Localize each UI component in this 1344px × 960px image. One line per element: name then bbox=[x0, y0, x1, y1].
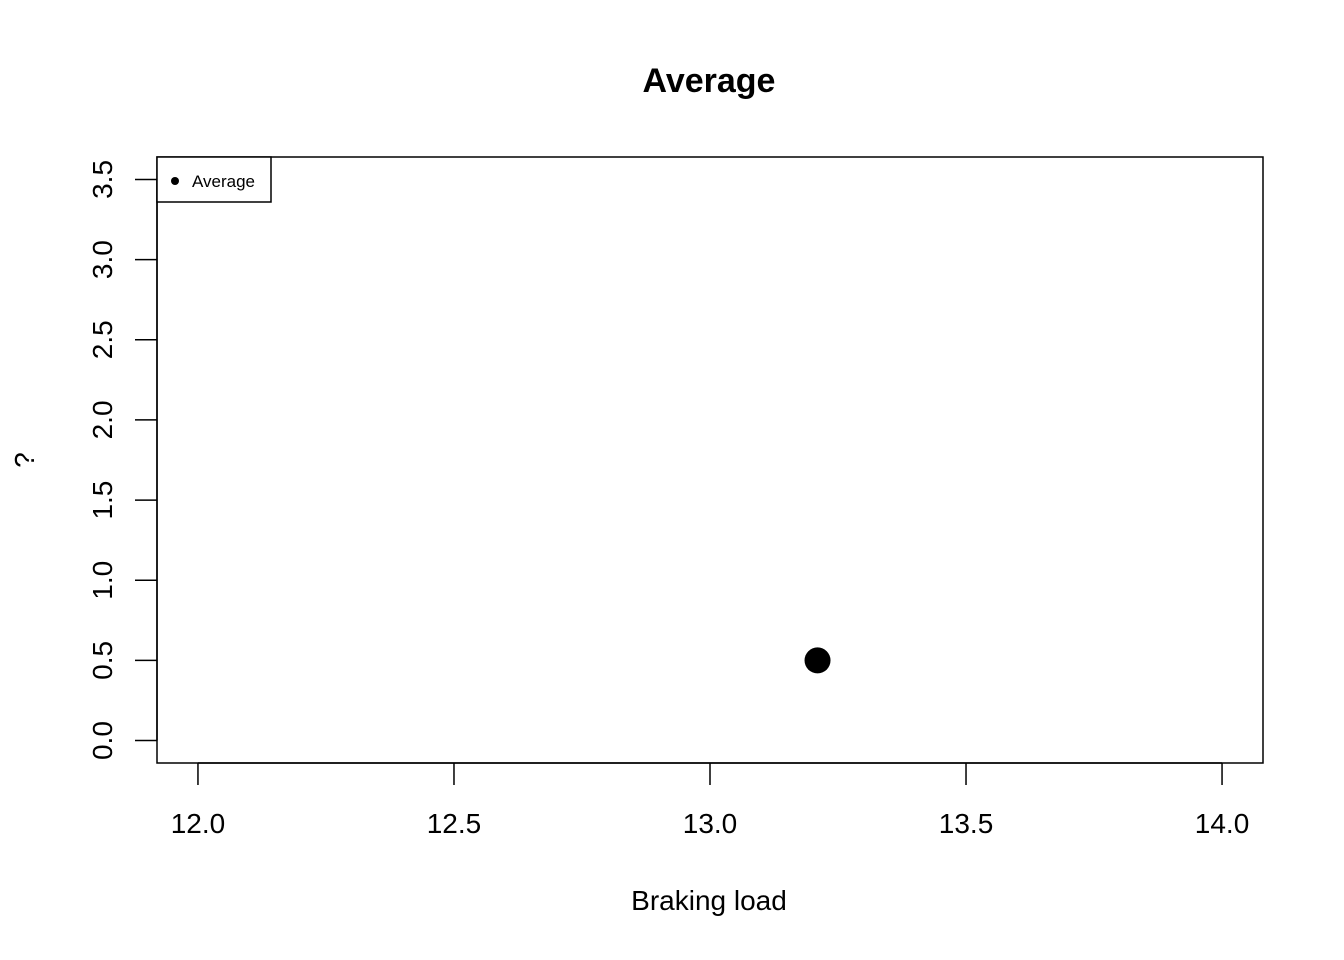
legend: Average bbox=[156, 156, 272, 203]
y-axis-label: ? bbox=[9, 452, 40, 468]
data-points bbox=[804, 647, 831, 674]
y-tick-label: 2.5 bbox=[87, 320, 118, 359]
x-tick-label: 14.0 bbox=[1195, 808, 1250, 839]
x-axis: 12.0 12.5 13.0 13.5 14.0 bbox=[171, 762, 1250, 839]
y-tick-label: 1.0 bbox=[87, 561, 118, 600]
x-tick-label: 13.0 bbox=[683, 808, 738, 839]
x-tick-label: 12.5 bbox=[427, 808, 482, 839]
y-tick-label: 1.5 bbox=[87, 481, 118, 520]
x-tick-label: 12.0 bbox=[171, 808, 226, 839]
y-tick-label: 3.0 bbox=[87, 240, 118, 279]
data-point bbox=[804, 647, 831, 674]
x-tick-label: 13.5 bbox=[939, 808, 994, 839]
y-tick-label: 0.0 bbox=[87, 721, 118, 760]
y-tick-label: 3.5 bbox=[87, 160, 118, 199]
legend-label: Average bbox=[192, 172, 255, 191]
chart-title: Average bbox=[643, 62, 776, 100]
legend-marker bbox=[171, 177, 179, 185]
y-axis: 0.0 0.5 1.0 1.5 2.0 2.5 3.0 3.5 bbox=[87, 160, 158, 760]
y-tick-label: 0.5 bbox=[87, 641, 118, 680]
x-axis-label: Braking load bbox=[631, 885, 787, 916]
y-tick-label: 2.0 bbox=[87, 400, 118, 439]
